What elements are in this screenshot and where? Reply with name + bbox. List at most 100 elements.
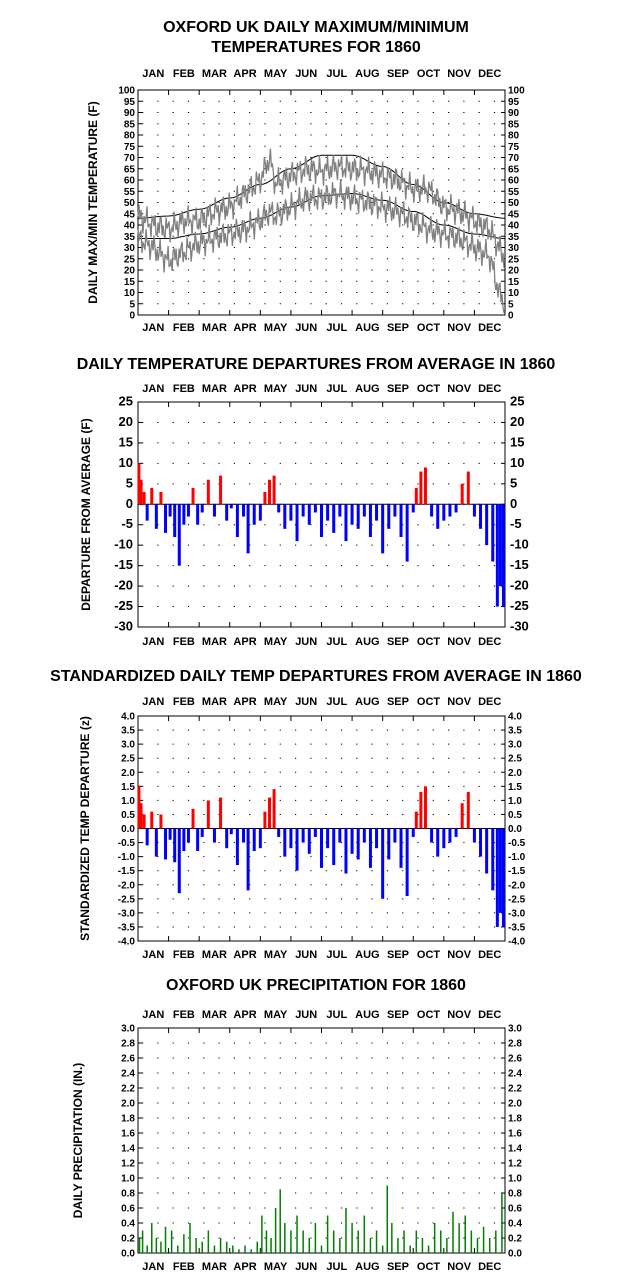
bar xyxy=(270,1238,272,1253)
bar xyxy=(258,828,262,849)
bar xyxy=(314,1223,317,1253)
month-label-bottom: MAR xyxy=(202,1261,227,1273)
bar xyxy=(501,504,505,607)
bar xyxy=(289,828,293,849)
y-tick-label-left: -4.0 xyxy=(118,937,136,948)
month-label-top: MAY xyxy=(264,383,288,395)
bar xyxy=(145,828,149,846)
bar xyxy=(301,504,305,517)
y-tick-label-right: -30 xyxy=(510,619,529,634)
bar xyxy=(246,828,250,891)
bar xyxy=(344,504,348,542)
bar xyxy=(332,504,336,533)
y-tick-label-right: 2.6 xyxy=(508,1054,522,1065)
bar xyxy=(387,828,391,860)
y-tick-label-right: 2.0 xyxy=(508,1099,522,1110)
y-tick-label-right: 3.0 xyxy=(508,740,522,751)
bar xyxy=(427,1245,430,1253)
bar xyxy=(399,828,403,868)
month-label-top: AUG xyxy=(355,383,379,395)
chart-title: DAILY TEMPERATURE DEPARTURES FROM AVERAG… xyxy=(77,356,556,373)
bar xyxy=(501,828,505,927)
month-label-bottom: FEB xyxy=(173,949,195,961)
y-tick-label-right: 2.5 xyxy=(508,754,522,765)
y-tick-label-right: 35 xyxy=(508,232,520,243)
y-tick-label-left: 10 xyxy=(119,455,133,470)
y-tick-label-left: 95 xyxy=(124,97,136,108)
bar xyxy=(242,504,246,517)
y-tick-label-right: 85 xyxy=(508,119,520,130)
y-tick-label-left: 55 xyxy=(124,187,136,198)
y-tick-label-right: -2.5 xyxy=(508,894,526,905)
month-label-top: JUN xyxy=(295,383,317,395)
y-tick-label-right: 5 xyxy=(508,299,514,310)
bar xyxy=(498,504,502,587)
bar xyxy=(479,828,483,857)
bar xyxy=(501,1193,503,1253)
month-label-top: NOV xyxy=(447,383,472,395)
y-tick-label-right: 1.5 xyxy=(508,782,522,793)
bar xyxy=(212,828,216,843)
bar xyxy=(466,791,470,829)
bar xyxy=(338,504,342,517)
bar xyxy=(452,1211,454,1253)
bar xyxy=(320,504,323,537)
chart-departures: DAILY TEMPERATURE DEPARTURES FROM AVERAG… xyxy=(77,356,556,648)
y-tick-label-right: 80 xyxy=(508,131,520,142)
month-label-top: JAN xyxy=(142,383,164,395)
y-tick-label-left: 5 xyxy=(129,299,135,310)
bar xyxy=(419,471,423,505)
y-tick-label-left: 2.6 xyxy=(121,1054,135,1065)
y-tick-label-right: -10 xyxy=(510,537,529,552)
bar xyxy=(368,504,372,537)
month-label-bottom: APR xyxy=(233,636,256,648)
bar xyxy=(182,504,186,525)
y-tick-label-left: 90 xyxy=(124,108,136,119)
bar xyxy=(399,504,403,537)
y-tick-label-right: 0.2 xyxy=(508,1234,522,1245)
bar xyxy=(191,808,195,829)
bar xyxy=(498,828,502,913)
bar xyxy=(369,1238,372,1253)
bar xyxy=(419,791,423,829)
bar xyxy=(446,1238,448,1253)
bar xyxy=(225,1241,228,1253)
month-label-top: NOV xyxy=(447,68,472,80)
month-label-top: NOV xyxy=(447,696,472,708)
bar xyxy=(339,1238,341,1253)
month-label-top: SEP xyxy=(387,1009,409,1021)
y-tick-label-right: -1.0 xyxy=(508,852,526,863)
bar xyxy=(491,504,495,562)
bar xyxy=(442,504,446,521)
y-tick-label-left: 1.8 xyxy=(121,1114,135,1125)
y-tick-label-right: 20 xyxy=(510,414,524,429)
series-daily-max xyxy=(137,148,505,268)
y-tick-label-left: -10 xyxy=(114,537,133,552)
month-label-top: AUG xyxy=(355,1009,379,1021)
bar xyxy=(200,828,204,837)
month-label-bottom: JUL xyxy=(326,636,347,648)
month-label-bottom: FEB xyxy=(173,636,195,648)
y-tick-label-left: 70 xyxy=(124,153,136,164)
y-tick-label-left: -5 xyxy=(121,516,133,531)
y-tick-label-right: -0.5 xyxy=(508,838,526,849)
bar xyxy=(421,1238,424,1253)
y-tick-label-left: 0.6 xyxy=(121,1204,135,1215)
bar xyxy=(302,1230,304,1253)
y-axis-label: DEPARTURE FROM AVERAGE (F) xyxy=(79,418,93,610)
bar xyxy=(139,803,143,829)
y-tick-label-left: 5 xyxy=(126,475,133,490)
y-tick-label-right: -15 xyxy=(510,557,529,572)
y-tick-label-right: -3.5 xyxy=(508,922,526,933)
bar xyxy=(405,828,409,896)
bar xyxy=(313,828,317,837)
bar xyxy=(283,828,287,857)
month-label-bottom: APR xyxy=(233,949,256,961)
bar xyxy=(150,487,154,505)
month-label-bottom: SEP xyxy=(387,949,409,961)
bar xyxy=(356,504,360,529)
bar xyxy=(464,1215,466,1253)
month-label-bottom: AUG xyxy=(355,1261,379,1273)
bar xyxy=(362,828,366,843)
y-tick-label-left: 3.0 xyxy=(121,740,135,751)
